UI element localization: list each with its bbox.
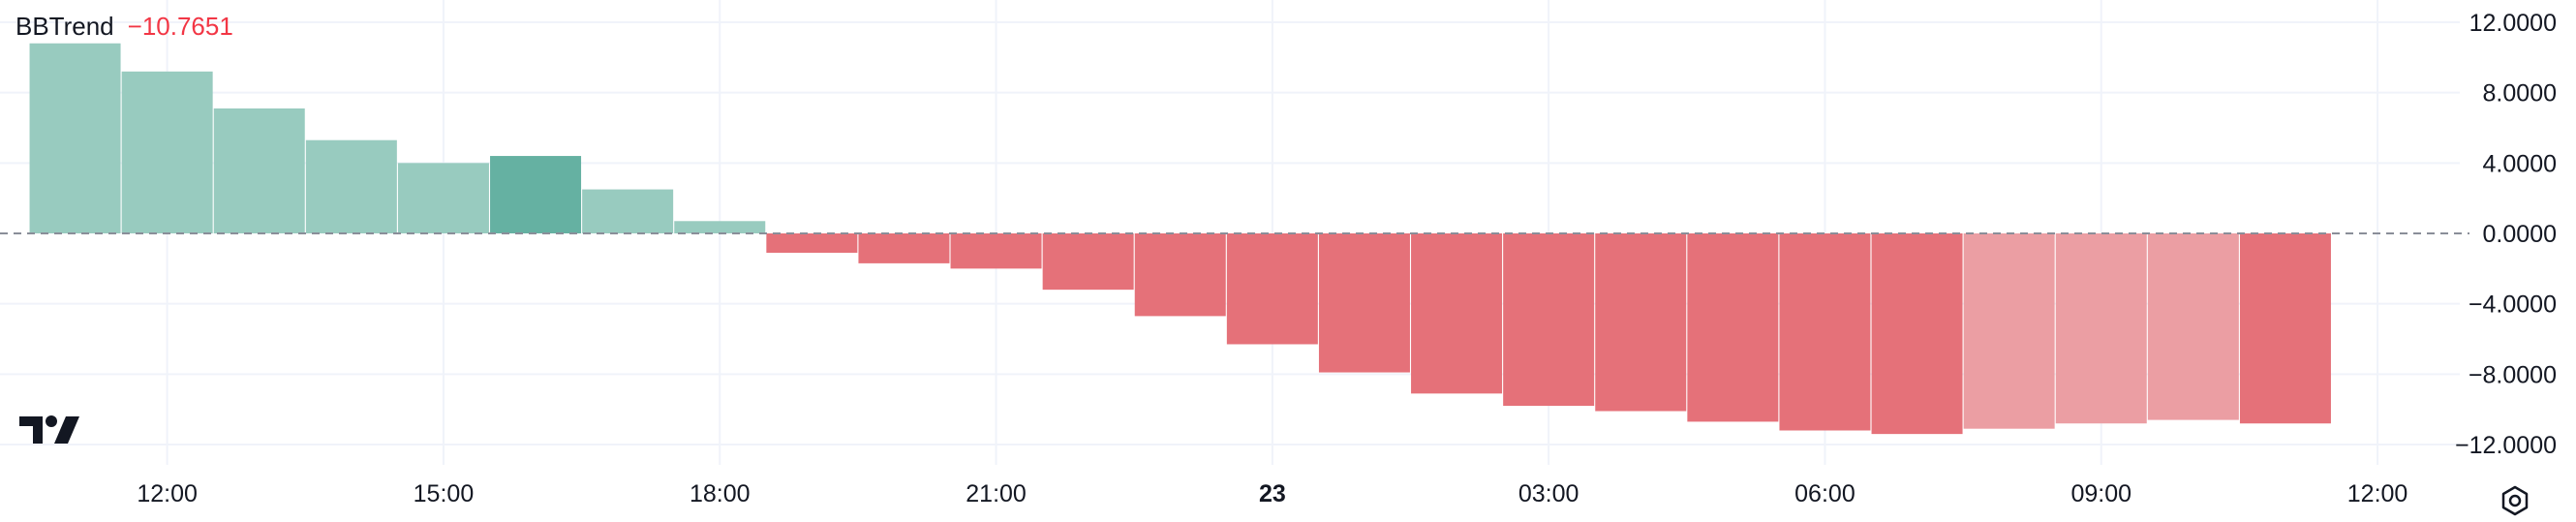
- histogram-bar: [1226, 233, 1318, 345]
- histogram-bar: [1687, 233, 1779, 422]
- tradingview-logo-icon[interactable]: [19, 415, 81, 452]
- y-tick-label: 8.0000: [2483, 80, 2557, 107]
- histogram-bar: [1595, 233, 1687, 412]
- histogram-bar: [950, 233, 1042, 269]
- y-tick-label: 4.0000: [2483, 150, 2557, 177]
- y-axis: 12.0000 8.0000 4.0000 0.0000 −4.0000 −8.0000 −…: [2455, 10, 2557, 459]
- settings-icon[interactable]: [2499, 484, 2531, 517]
- y-tick-label: −12.0000: [2455, 432, 2557, 459]
- indicator-value: −10.7651: [127, 12, 233, 41]
- x-tick-label: 15:00: [414, 480, 475, 507]
- histogram-bar: [858, 233, 950, 263]
- histogram-bar: [674, 221, 766, 233]
- indicator-legend: BBTrend −10.7651: [15, 12, 233, 42]
- histogram-bar: [1134, 233, 1226, 317]
- x-tick-label: 06:00: [1794, 480, 1855, 507]
- histogram-bar: [2055, 233, 2147, 424]
- y-tick-label: 12.0000: [2469, 10, 2557, 37]
- x-tick-label: 18:00: [690, 480, 751, 507]
- x-axis: 12:00 15:00 18:00 21:00 23 03:00 06:00 09:00 12:…: [137, 480, 2407, 507]
- y-tick-label: −4.0000: [2469, 292, 2557, 319]
- x-tick-label: 23: [1259, 480, 1286, 507]
- histogram-bar: [2147, 233, 2239, 420]
- x-tick-label: 03:00: [1518, 480, 1579, 507]
- y-tick-label: −8.0000: [2469, 361, 2557, 388]
- histogram-bar: [1318, 233, 1410, 373]
- bars-layer: [29, 43, 2331, 435]
- histogram-bar: [121, 71, 213, 233]
- x-tick-label: 09:00: [2070, 480, 2131, 507]
- x-tick-label: 21:00: [966, 480, 1027, 507]
- histogram-bar: [397, 163, 489, 233]
- y-tick-label: 0.0000: [2483, 221, 2557, 248]
- histogram-bar: [1042, 233, 1134, 291]
- histogram-bar: [305, 139, 397, 233]
- x-tick-label: 12:00: [137, 480, 198, 507]
- histogram-bar: [1963, 233, 2055, 429]
- x-tick-label: 12:00: [2347, 480, 2408, 507]
- histogram-bar: [490, 156, 582, 233]
- histogram-bar: [582, 189, 674, 233]
- histogram-bar: [766, 233, 858, 253]
- histogram-bar: [2239, 233, 2331, 424]
- histogram-bar: [1503, 233, 1595, 407]
- histogram-bar: [213, 107, 305, 233]
- indicator-name: BBTrend: [15, 12, 114, 41]
- histogram-bar: [1779, 233, 1871, 431]
- histogram-bar: [29, 43, 121, 233]
- histogram-bar: [1411, 233, 1503, 394]
- histogram-bar: [1871, 233, 1963, 435]
